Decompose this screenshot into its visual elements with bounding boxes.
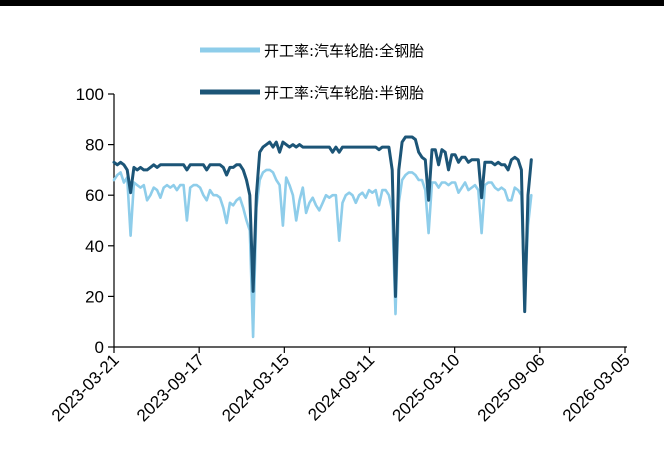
x-tick-label: 2024-09-11: [304, 350, 378, 424]
x-tick-label: 2023-09-17: [133, 350, 208, 425]
y-tick-label: 20: [85, 287, 104, 306]
series-line-2: [112, 135, 533, 314]
top-rule: [0, 0, 664, 6]
x-axis-ticks: 2023-03-21 2023-09-17 2024-03-15 2024-09-11…: [48, 347, 634, 425]
y-axis-ticks: 0 20 40 60 80 100: [76, 85, 114, 357]
legend: 开工率:汽车轮胎:全钢胎 开工率:汽车轮胎:半钢胎: [200, 42, 424, 102]
y-tick-label: 40: [85, 237, 104, 256]
x-tick-label: 2026-03-05: [559, 350, 634, 425]
series-line-1: [112, 168, 533, 339]
legend-label-series-2: 开工率:汽车轮胎:半钢胎: [264, 84, 424, 102]
series-layer: [112, 135, 533, 339]
y-tick-label: 80: [85, 136, 104, 155]
x-tick-label: 2025-09-06: [474, 350, 549, 425]
x-tick-label: 2024-03-15: [218, 350, 293, 425]
y-tick-label: 60: [85, 186, 104, 205]
y-tick-label: 0: [95, 338, 104, 357]
x-tick-label: 2025-03-10: [389, 350, 464, 425]
x-tick-label: 2023-03-21: [48, 350, 123, 425]
legend-label-series-1: 开工率:汽车轮胎:全钢胎: [264, 42, 424, 60]
y-tick-label: 100: [76, 85, 104, 104]
